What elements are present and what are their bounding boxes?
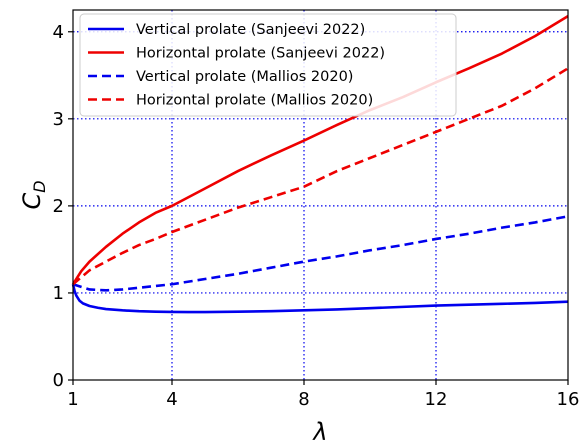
y-tick-label: 4 (53, 22, 64, 43)
series-line-1 (71, 283, 569, 314)
legend-label: Vertical prolate (Sanjeevi 2022) (136, 22, 365, 38)
y-tick-label: 3 (53, 109, 64, 130)
y-axis-label-sub: D (30, 180, 49, 192)
legend-box (79, 13, 457, 117)
legend-label: Vertical prolate (Mallios 2020) (136, 69, 353, 85)
x-axis-label: λ (311, 418, 327, 445)
legend: Vertical prolate (Sanjeevi 2022) Horizont… (79, 13, 457, 117)
legend-label: Horizontal prolate (Mallios 2020) (136, 93, 373, 109)
x-tick-label: 16 (557, 389, 580, 410)
y-tick-label: 2 (53, 196, 64, 217)
series-line-2 (71, 14, 569, 285)
series-line-3 (72, 215, 569, 292)
grid (73, 10, 568, 380)
legend-label: Horizontal prolate (Sanjeevi 2022) (136, 46, 385, 62)
x-tick-label: 12 (425, 389, 448, 410)
x-tick-label: 4 (166, 389, 177, 410)
y-axis-label-main: C (18, 193, 46, 210)
x-tick-label: 1 (67, 389, 78, 410)
series-line-4 (72, 67, 569, 286)
x-tick-label: 8 (298, 389, 309, 410)
y-tick-label: 0 (53, 370, 64, 391)
y-tick-label: 1 (53, 283, 64, 304)
series-layer (71, 14, 569, 314)
y-axis-label: CD (18, 180, 49, 209)
plot-frame (72, 9, 569, 381)
